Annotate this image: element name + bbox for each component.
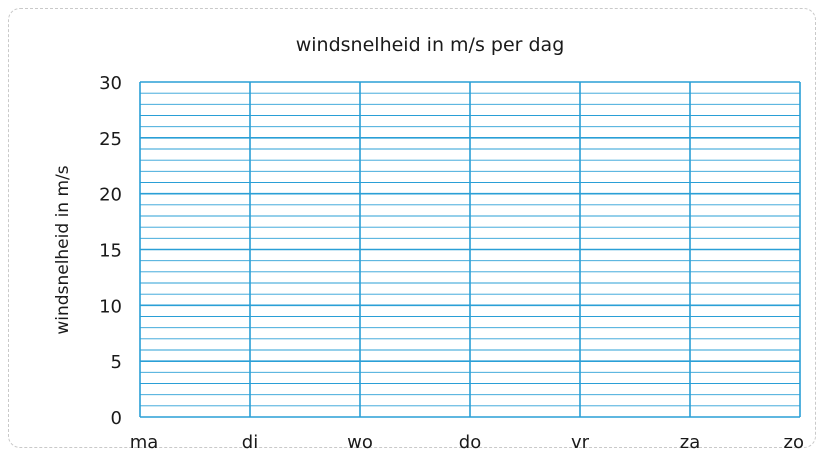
x-tick-label: di [242,432,258,453]
y-tick-label: 15 [99,241,122,262]
y-tick-labels: 0 5 10 15 20 25 30 [99,73,122,429]
x-tick-label: wo [347,432,373,453]
x-tick-label: do [459,432,481,453]
chart-title: windsnelheid in m/s per dag [296,34,565,56]
y-tick-label: 0 [111,408,122,429]
y-tick-label: 30 [99,73,122,94]
x-tick-labels: ma di wo do vr za zo [130,432,804,453]
x-tick-label: ma [130,432,159,453]
x-tick-label: zo [784,432,804,453]
y-axis-label: windsnelheid in m/s [53,165,73,334]
y-tick-label: 5 [111,352,122,373]
y-tick-label: 20 [99,185,122,206]
x-tick-label: vr [571,432,590,453]
chart-frame [8,8,816,448]
plot-grid [139,81,801,418]
x-tick-label: za [680,432,700,453]
y-tick-label: 10 [99,296,122,317]
y-tick-label: 25 [99,129,122,150]
